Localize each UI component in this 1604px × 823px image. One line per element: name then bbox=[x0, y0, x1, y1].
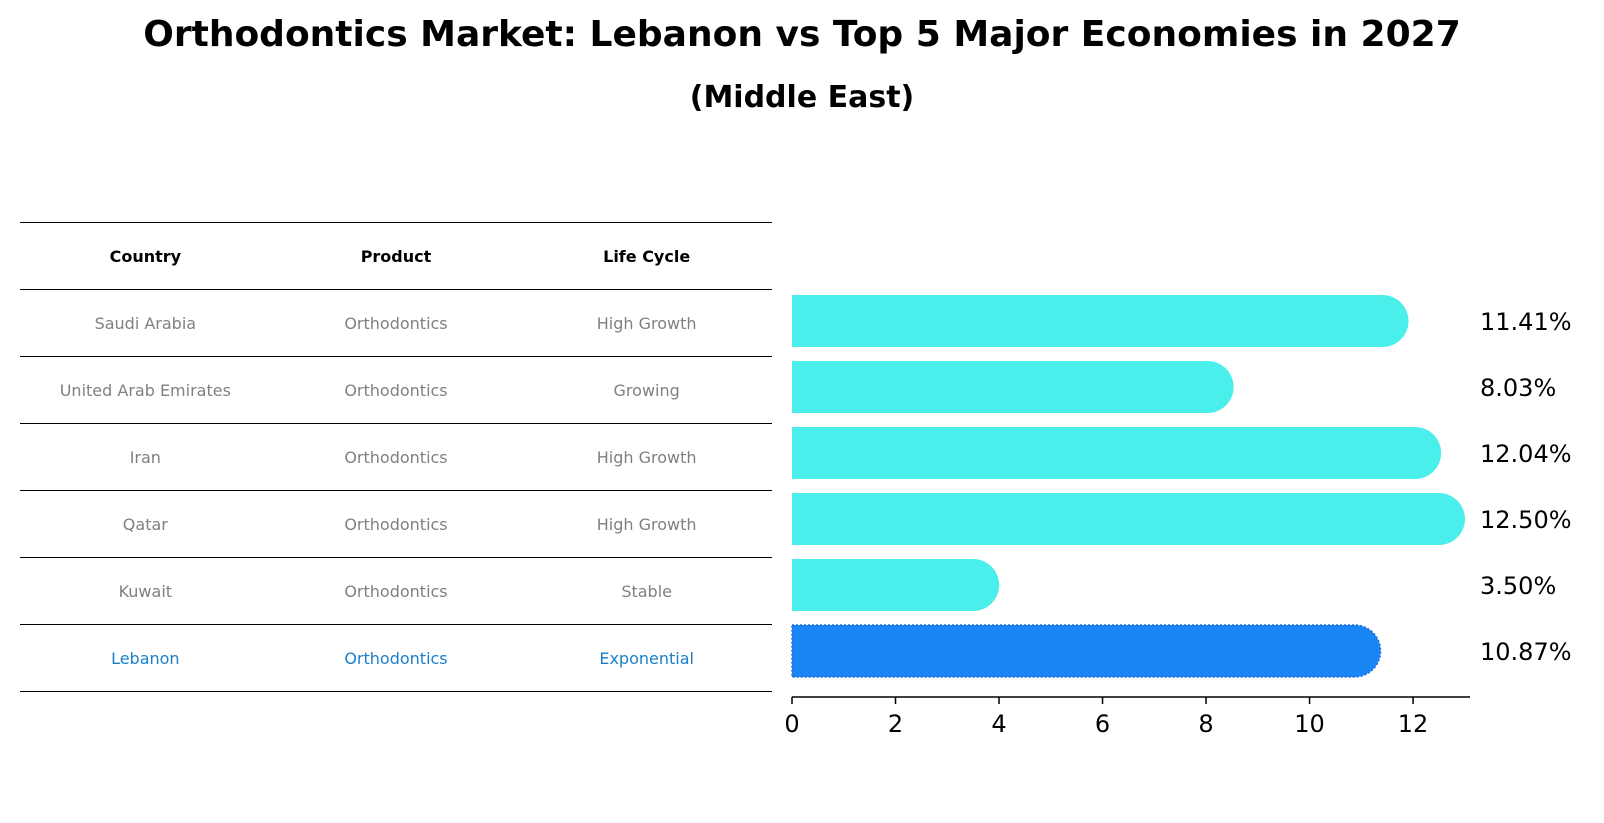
x-tick-label: 0 bbox=[784, 710, 799, 738]
table-row: United Arab Emirates Orthodontics Growin… bbox=[20, 356, 772, 424]
bar-value-label: 12.04% bbox=[1480, 440, 1572, 468]
cell-life-cycle: Stable bbox=[521, 557, 772, 625]
bar-united-arab-emirates bbox=[792, 361, 1234, 413]
column-header-product: Product bbox=[270, 222, 522, 290]
cell-life-cycle: High Growth bbox=[521, 289, 772, 357]
bar-shape bbox=[792, 559, 1000, 611]
column-header-life-cycle: Life Cycle bbox=[521, 222, 772, 290]
table-row: Iran Orthodontics High Growth bbox=[20, 423, 772, 491]
bar-shape bbox=[792, 493, 1465, 545]
cell-country: Saudi Arabia bbox=[20, 289, 271, 357]
bar-value-label: 3.50% bbox=[1480, 572, 1556, 600]
x-tick-label: 10 bbox=[1294, 710, 1325, 738]
bar-shape bbox=[792, 361, 1234, 413]
x-tick-label: 4 bbox=[991, 710, 1006, 738]
table-row: Saudi Arabia Orthodontics High Growth bbox=[20, 289, 772, 357]
x-tick-label: 2 bbox=[888, 710, 903, 738]
x-tick-label: 8 bbox=[1198, 710, 1213, 738]
bar-value-label: 8.03% bbox=[1480, 374, 1556, 402]
column-header-country: Country bbox=[20, 222, 271, 290]
cell-product: Orthodontics bbox=[270, 624, 522, 692]
x-tick-label: 6 bbox=[1095, 710, 1110, 738]
cell-country: Qatar bbox=[20, 490, 271, 558]
cell-product: Orthodontics bbox=[270, 356, 522, 424]
bar-shape bbox=[792, 427, 1442, 479]
cell-country: Lebanon bbox=[20, 624, 271, 692]
cell-life-cycle: High Growth bbox=[521, 423, 772, 491]
cell-product: Orthodontics bbox=[270, 490, 522, 558]
chart-subtitle: (Middle East) bbox=[689, 80, 915, 115]
bar-qatar bbox=[792, 493, 1465, 545]
bar-shape bbox=[791, 624, 1382, 678]
cell-country: United Arab Emirates bbox=[20, 356, 271, 424]
bar-iran bbox=[792, 427, 1442, 479]
cell-country: Iran bbox=[20, 423, 271, 491]
table-row-highlighted: Lebanon Orthodontics Exponential bbox=[20, 624, 772, 692]
market-table: Country Product Life Cycle Saudi Arabia … bbox=[20, 222, 772, 692]
bar-value-label: 11.41% bbox=[1480, 308, 1572, 336]
cell-country: Kuwait bbox=[20, 557, 271, 625]
table-row: Qatar Orthodontics High Growth bbox=[20, 490, 772, 558]
x-tick-label: 12 bbox=[1398, 710, 1429, 738]
table-header-row: Country Product Life Cycle bbox=[20, 222, 772, 290]
chart-title: Orthodontics Market: Lebanon vs Top 5 Ma… bbox=[143, 14, 1461, 55]
bar-kuwait bbox=[792, 559, 1000, 611]
cell-life-cycle: High Growth bbox=[521, 490, 772, 558]
bar-value-label: 10.87% bbox=[1480, 638, 1572, 666]
table-row: Kuwait Orthodontics Stable bbox=[20, 557, 772, 625]
cell-life-cycle: Exponential bbox=[521, 624, 772, 692]
bar-saudi-arabia bbox=[792, 295, 1409, 347]
cell-product: Orthodontics bbox=[270, 289, 522, 357]
cell-life-cycle: Growing bbox=[521, 356, 772, 424]
bar-shape bbox=[792, 295, 1409, 347]
bar-lebanon bbox=[791, 624, 1382, 678]
bar-value-label: 12.50% bbox=[1480, 506, 1572, 534]
